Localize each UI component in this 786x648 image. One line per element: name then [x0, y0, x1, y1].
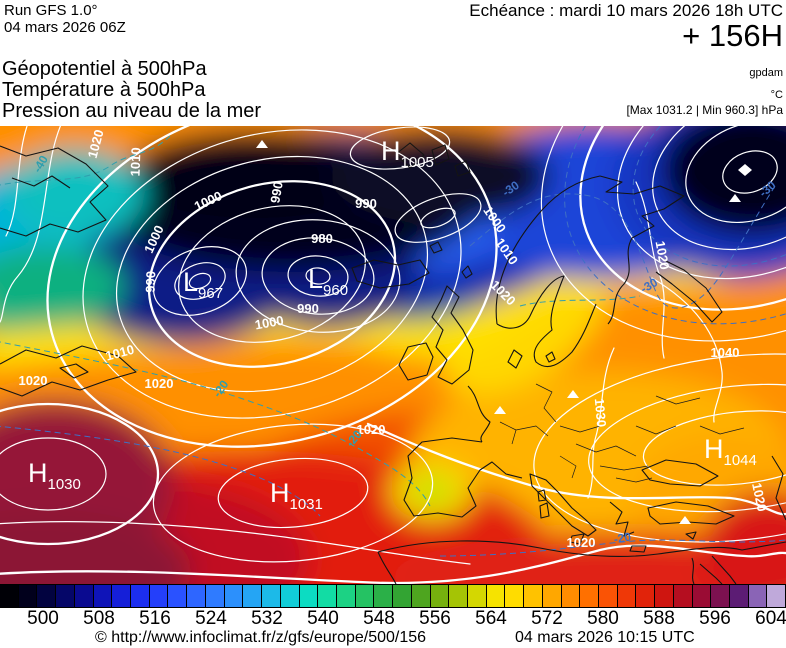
map-canvas: 1020 1010 1000 1000 990 990 990 980 990 1000 1000 1…: [0, 126, 786, 584]
svg-text:1020: 1020: [749, 481, 770, 512]
svg-text:H1044: H1044: [704, 434, 757, 469]
svg-text:1020: 1020: [357, 422, 386, 437]
svg-text:H1005: H1005: [381, 136, 434, 171]
svg-text:1000: 1000: [254, 313, 285, 333]
svg-text:1020: 1020: [567, 535, 596, 550]
svg-text:1020: 1020: [145, 376, 174, 391]
field-temperature: Température à 500hPa: [2, 79, 206, 101]
geopotential-unit: gpdam: [749, 67, 783, 79]
footer: © http://www.infoclimat.fr/z/gfs/europe/…: [0, 628, 786, 648]
field-titles: Géopotentiel à 500hPa Température à 500h…: [2, 59, 261, 122]
geopotential-colorbar: [0, 584, 786, 608]
svg-text:1010: 1010: [104, 342, 136, 364]
coastlines: [0, 142, 786, 584]
svg-text:H1030: H1030: [28, 458, 81, 493]
svg-text:1020: 1020: [19, 373, 48, 388]
svg-text:H1031: H1031: [270, 478, 323, 513]
pressure-minmax: [Max 1031.2 | Min 960.3] hPa: [626, 103, 783, 117]
valid-time-label: Echéance : mardi 10 mars 2026 18h UTC: [469, 1, 783, 20]
svg-text:L960: L960: [308, 264, 348, 299]
temperature-unit: °C: [770, 89, 783, 101]
generation-time: 04 mars 2026 10:15 UTC: [515, 629, 695, 646]
run-date-label: 04 mars 2026 06Z: [4, 19, 126, 36]
svg-text:1030: 1030: [592, 398, 609, 428]
copyright-url: © http://www.infoclimat.fr/z/gfs/europe/…: [95, 629, 427, 646]
field-mslp: Pression au niveau de la mer: [2, 100, 262, 122]
svg-text:-20: -20: [613, 530, 633, 547]
run-model-label: Run GFS 1.0°: [4, 2, 98, 19]
svg-text:1040: 1040: [711, 345, 740, 360]
svg-text:980: 980: [311, 231, 333, 246]
svg-text:990: 990: [355, 196, 377, 211]
svg-text:L967: L967: [183, 267, 223, 302]
svg-text:990: 990: [267, 180, 286, 204]
svg-text:1020: 1020: [85, 128, 107, 160]
header: Run GFS 1.0° 04 mars 2026 06Z Géopotenti…: [0, 0, 786, 126]
svg-text:990: 990: [143, 271, 159, 293]
field-geopotential: Géopotentiel à 500hPa: [2, 58, 207, 80]
map-marks: [256, 140, 752, 524]
forecast-hour-label: + 156H: [682, 18, 783, 53]
temperature-contours: [0, 126, 786, 557]
svg-text:990: 990: [297, 301, 319, 316]
svg-text:1010: 1010: [128, 147, 144, 176]
svg-text:1020: 1020: [653, 240, 673, 271]
colorbar-tick-labels: 500 508 516 524 532 540 548 556 564 572 580 588 596 6…: [0, 608, 786, 629]
